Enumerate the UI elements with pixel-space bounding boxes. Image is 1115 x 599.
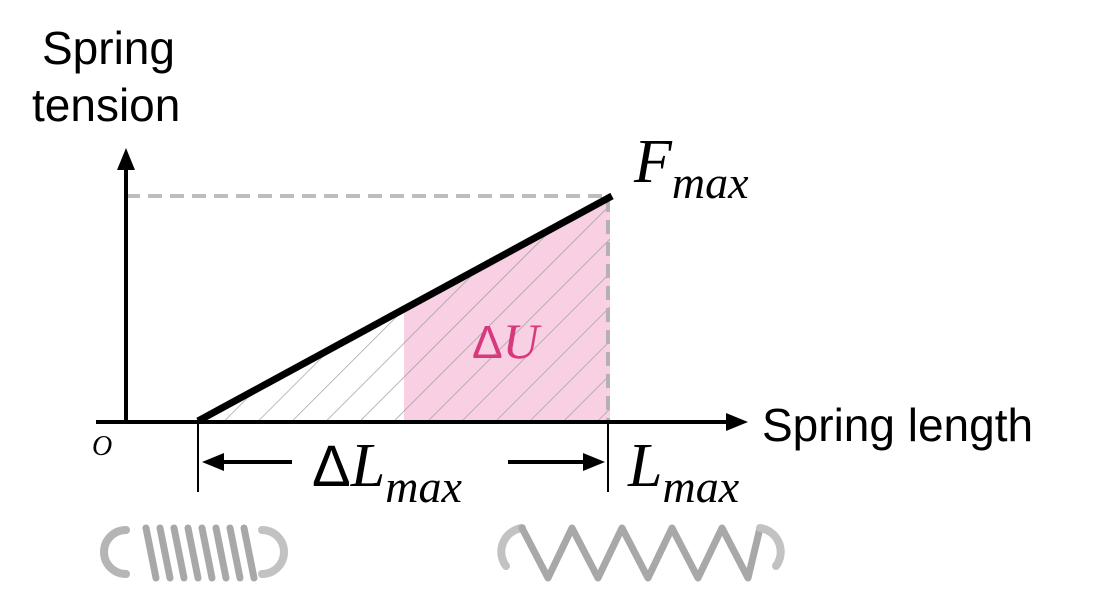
l-max-base: L — [627, 432, 662, 500]
y-axis-arrowhead — [117, 148, 135, 170]
origin-label: O — [92, 431, 112, 462]
f-max-base: F — [633, 128, 673, 196]
l-max-label: Lmax — [627, 432, 740, 512]
delta-u-base: U — [503, 313, 542, 369]
l-max-subscript: max — [662, 461, 739, 512]
delta-u-delta: Δ — [472, 316, 503, 368]
f-max-subscript: max — [672, 157, 749, 208]
y-axis-label-line2: tension — [32, 79, 180, 131]
stretched-spring-icon — [497, 524, 785, 582]
delta-l-max-label: ΔLmax — [312, 432, 462, 512]
tension-line — [196, 192, 614, 425]
x-axis-label: Spring length — [762, 399, 1033, 451]
delta-l-max-subscript: max — [385, 461, 462, 512]
compressed-spring-icon — [100, 524, 288, 582]
delta-l-right-arrowhead — [583, 453, 605, 471]
f-max-label: Fmax — [633, 128, 749, 208]
delta-l-max-base: L — [350, 432, 385, 500]
delta-l-max-delta: Δ — [312, 434, 351, 499]
y-axis-label-line1: Spring — [42, 22, 175, 74]
delta-u-label: ΔU — [472, 313, 542, 369]
x-axis-arrowhead — [726, 413, 748, 431]
delta-l-left-arrowhead — [202, 453, 224, 471]
